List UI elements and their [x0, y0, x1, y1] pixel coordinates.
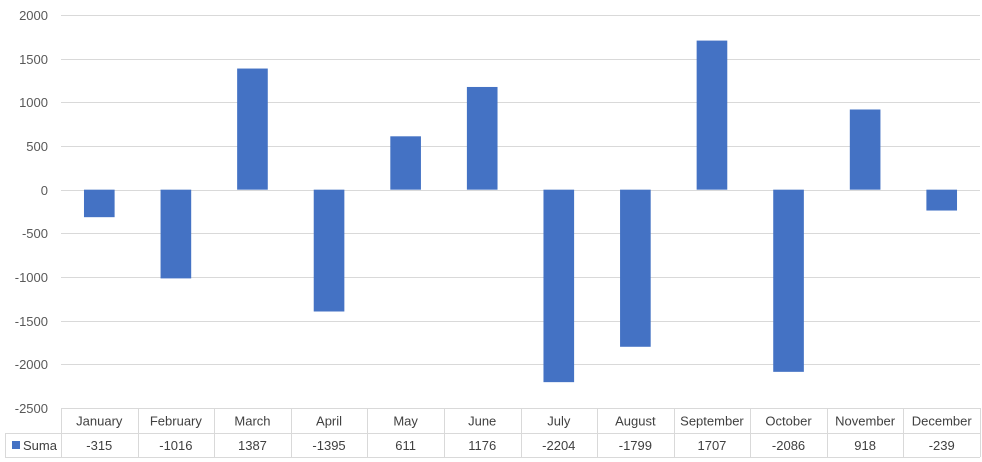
- bar-april: [313, 189, 345, 312]
- data-label: 1707: [697, 438, 726, 453]
- y-tick-label: -1000: [15, 270, 48, 285]
- data-label: -2086: [772, 438, 805, 453]
- y-tick-label: 1500: [19, 52, 48, 67]
- y-axis-ticks: 2000 1500 1000 500 0 -500 -1000 -1500 -2000 -2500: [15, 8, 48, 416]
- y-tick-label: 500: [26, 139, 48, 154]
- bar-october: [773, 189, 804, 372]
- y-tick-label: -500: [22, 226, 48, 241]
- bar-january: [83, 189, 115, 218]
- x-tick-label: December: [912, 414, 973, 429]
- y-tick-label: 2000: [19, 8, 48, 23]
- bar-december: [926, 189, 958, 211]
- grid-lines: [61, 15, 980, 365]
- y-tick-label: 1000: [19, 95, 48, 110]
- x-tick-label: February: [150, 414, 203, 429]
- data-label: -1799: [619, 438, 652, 453]
- data-label: -1016: [159, 438, 192, 453]
- data-label: 611: [395, 438, 416, 453]
- bar-march: [237, 68, 268, 190]
- x-tick-label: January: [76, 414, 123, 429]
- x-tick-label: April: [316, 414, 342, 429]
- legend-swatch: [12, 441, 20, 449]
- bars: [83, 40, 958, 383]
- bar-july: [543, 189, 575, 383]
- y-tick-label: -2500: [15, 401, 48, 416]
- bar-february: [160, 189, 192, 279]
- x-tick-label: October: [765, 414, 812, 429]
- data-label: 1387: [238, 438, 267, 453]
- y-tick-label: -1500: [15, 314, 48, 329]
- data-label: 1176: [468, 438, 496, 453]
- bar-november: [849, 109, 881, 190]
- data-table: January -315 February -1016 March 1387 April -1…: [5, 408, 981, 458]
- x-tick-label: May: [393, 414, 418, 429]
- legend-label: Suma: [23, 438, 58, 453]
- data-label: -315: [86, 438, 112, 453]
- data-label: 918: [854, 438, 876, 453]
- data-label: -2204: [542, 438, 575, 453]
- x-tick-label: September: [680, 414, 744, 429]
- data-label: -1395: [312, 438, 345, 453]
- x-tick-label: August: [615, 414, 656, 429]
- x-tick-label: March: [234, 414, 270, 429]
- x-tick-label: November: [835, 414, 896, 429]
- bar-june: [466, 86, 498, 190]
- y-tick-label: -2000: [15, 357, 48, 372]
- bar-august: [620, 189, 651, 347]
- y-tick-label: 0: [41, 183, 48, 198]
- bar-may: [390, 136, 421, 190]
- x-tick-label: June: [468, 414, 496, 429]
- bar-september: [696, 40, 728, 190]
- x-tick-label: July: [547, 414, 571, 429]
- data-label: -239: [929, 438, 955, 453]
